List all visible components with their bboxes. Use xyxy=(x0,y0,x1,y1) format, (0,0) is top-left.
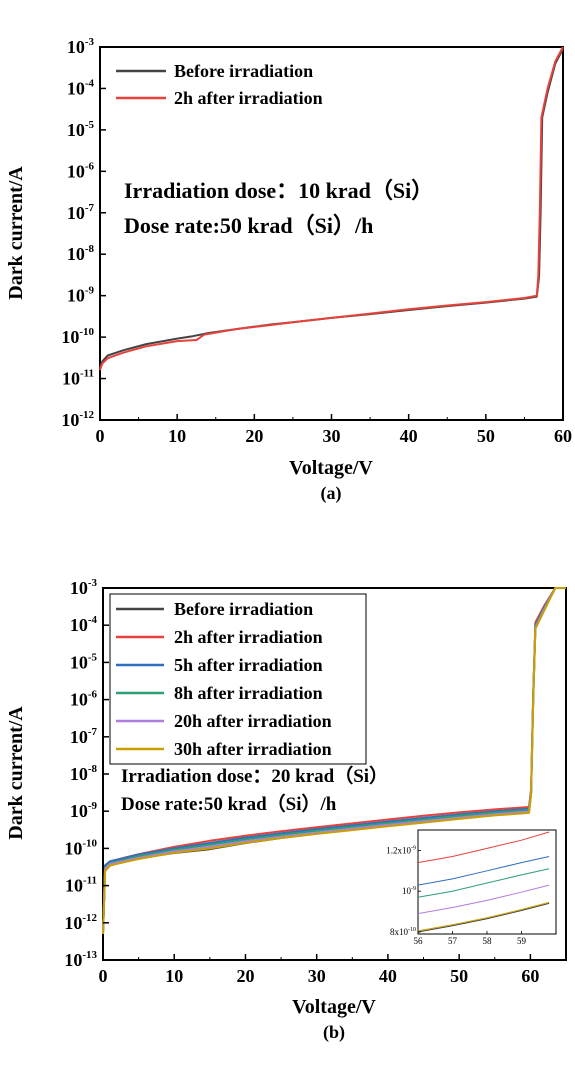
inset-x-tick-label: 58 xyxy=(483,936,493,946)
inset-y-tick-label: 10-9 xyxy=(402,886,416,896)
panel-a-annotation-line-1: Irradiation dose：10 krad（Si） xyxy=(124,178,433,203)
panel-b-x-axis-label: Voltage/V xyxy=(292,996,376,1018)
b-series-line-5 xyxy=(102,587,566,935)
a-series-line-0 xyxy=(99,48,564,369)
x-tick-label: 40 xyxy=(379,966,397,986)
panel-b-y-axis-label: Dark current/A xyxy=(5,706,27,840)
x-tick-label: 30 xyxy=(308,966,326,986)
panel-b-annotation-line-1: Irradiation dose：20 krad（Si） xyxy=(121,764,388,787)
y-tick-label: 10-12 xyxy=(61,409,94,430)
y-tick-label: 10-10 xyxy=(61,326,94,347)
inset-x-tick-label: 56 xyxy=(414,936,424,946)
inset-series-line-3 xyxy=(417,884,550,915)
y-tick-label: 10-8 xyxy=(70,763,98,784)
panel-a-legend-label-0: Before irradiation xyxy=(174,61,313,81)
b-legend-label-1: 2h after irradiation xyxy=(174,627,323,647)
panel-a-legend: Before irradiation 2h after irradiation xyxy=(116,61,323,108)
inset-y-tick-label: 8x10-10 xyxy=(390,927,416,937)
panel-a-legend-label-1: 2h after irradiation xyxy=(174,88,323,108)
panel-b-legend-box xyxy=(109,593,367,765)
y-tick-label: 10-9 xyxy=(70,800,98,821)
b-legend-label-3: 8h after irradiation xyxy=(174,683,323,703)
x-tick-label: 40 xyxy=(400,426,418,446)
panel-a-y-axis-label: Dark current/A xyxy=(5,166,27,300)
inset-series-line-2 xyxy=(417,868,550,898)
y-tick-label: 10-3 xyxy=(70,577,98,598)
b-legend-label-0: Before irradiation xyxy=(174,599,313,619)
x-tick-label: 10 xyxy=(168,426,186,446)
y-tick-label: 10-5 xyxy=(70,651,98,672)
x-tick-label: 0 xyxy=(99,966,108,986)
y-tick-label: 10-12 xyxy=(64,912,97,933)
x-tick-label: 60 xyxy=(521,966,539,986)
y-tick-label: 10-11 xyxy=(65,875,97,896)
panel-a-caption: (a) xyxy=(321,483,342,504)
b-legend-label-4: 20h after irradiation xyxy=(174,711,332,731)
y-tick-label: 10-4 xyxy=(67,77,95,98)
panel-b-chart: 0 10 20 30 40 50 60 10-13 10-12 10-11 10-10 10-9 10… xyxy=(5,577,567,1043)
panel-a-annotation-line-2: Dose rate:50 krad（Si）/h xyxy=(124,213,373,238)
inset-x-tick-label: 57 xyxy=(448,936,458,946)
a-series-line-1 xyxy=(99,46,564,371)
panel-b-annotation-line-2: Dose rate:50 krad（Si）/h xyxy=(121,792,337,815)
y-tick-label: 10-6 xyxy=(67,160,95,181)
panel-b-inset: 56 57 58 59 1.2x10-9 10-9 8x10-10 xyxy=(386,829,557,946)
panel-b-inset-frame xyxy=(417,829,557,935)
b-legend-label-5: 30h after irradiation xyxy=(174,739,332,759)
inset-y-tick-label: 1.2x10-9 xyxy=(386,845,416,855)
y-tick-label: 10-4 xyxy=(70,614,98,635)
inset-series-line-0 xyxy=(417,831,550,864)
inset-series-line-4 xyxy=(417,902,550,933)
inset-series-line-1 xyxy=(417,856,550,886)
y-tick-label: 10-7 xyxy=(70,726,98,747)
x-tick-label: 50 xyxy=(477,426,495,446)
x-tick-label: 30 xyxy=(323,426,341,446)
panel-b-legend: Before irradiation 2h after irradiation 5h… xyxy=(109,593,367,765)
x-tick-label: 60 xyxy=(554,426,572,446)
panel-a-chart: 0 10 20 30 40 50 60 10-12 10-11 10-10 10-9 10-8 10-… xyxy=(5,36,572,504)
inset-x-tick-label: 59 xyxy=(517,936,527,946)
b-legend-label-2: 5h after irradiation xyxy=(174,655,323,675)
y-tick-label: 10-10 xyxy=(64,837,97,858)
y-tick-label: 10-3 xyxy=(67,36,95,57)
y-tick-label: 10-11 xyxy=(62,368,94,389)
x-tick-label: 10 xyxy=(165,966,183,986)
y-tick-label: 10-9 xyxy=(67,285,95,306)
x-tick-label: 50 xyxy=(450,966,468,986)
y-tick-label: 10-8 xyxy=(67,243,95,264)
inset-series-line-5 xyxy=(417,901,550,932)
x-tick-label: 20 xyxy=(245,426,263,446)
y-tick-label: 10-7 xyxy=(67,202,95,223)
y-tick-label: 10-5 xyxy=(67,119,95,140)
y-tick-label: 10-6 xyxy=(70,689,98,710)
panel-b-caption: (b) xyxy=(323,1022,345,1043)
y-tick-label: 10-13 xyxy=(64,949,97,970)
panel-a-x-axis-label: Voltage/V xyxy=(289,457,373,479)
x-tick-label: 0 xyxy=(96,426,105,446)
x-tick-label: 20 xyxy=(236,966,254,986)
